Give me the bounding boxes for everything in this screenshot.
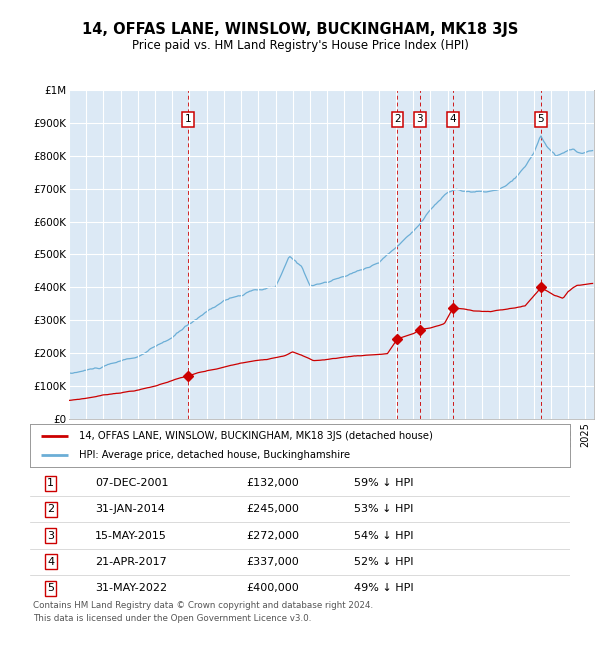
Text: 14, OFFAS LANE, WINSLOW, BUCKINGHAM, MK18 3JS (detached house): 14, OFFAS LANE, WINSLOW, BUCKINGHAM, MK1… <box>79 431 433 441</box>
Text: 1: 1 <box>185 114 191 124</box>
Text: Contains HM Land Registry data © Crown copyright and database right 2024.: Contains HM Land Registry data © Crown c… <box>33 601 373 610</box>
Text: £132,000: £132,000 <box>246 478 299 488</box>
Text: £245,000: £245,000 <box>246 504 299 514</box>
Text: 07-DEC-2001: 07-DEC-2001 <box>95 478 168 488</box>
Text: 3: 3 <box>416 114 423 124</box>
Text: 3: 3 <box>47 530 54 541</box>
Text: 1: 1 <box>47 478 54 488</box>
Text: 49% ↓ HPI: 49% ↓ HPI <box>354 583 413 593</box>
Text: 31-JAN-2014: 31-JAN-2014 <box>95 504 164 514</box>
Text: £337,000: £337,000 <box>246 557 299 567</box>
Text: 31-MAY-2022: 31-MAY-2022 <box>95 583 167 593</box>
Text: HPI: Average price, detached house, Buckinghamshire: HPI: Average price, detached house, Buck… <box>79 450 350 460</box>
Text: 4: 4 <box>449 114 456 124</box>
Text: 14, OFFAS LANE, WINSLOW, BUCKINGHAM, MK18 3JS: 14, OFFAS LANE, WINSLOW, BUCKINGHAM, MK1… <box>82 21 518 37</box>
Text: £272,000: £272,000 <box>246 530 299 541</box>
Text: 52% ↓ HPI: 52% ↓ HPI <box>354 557 413 567</box>
Text: 15-MAY-2015: 15-MAY-2015 <box>95 530 167 541</box>
Text: 2: 2 <box>47 504 54 514</box>
Text: This data is licensed under the Open Government Licence v3.0.: This data is licensed under the Open Gov… <box>33 614 311 623</box>
Text: Price paid vs. HM Land Registry's House Price Index (HPI): Price paid vs. HM Land Registry's House … <box>131 39 469 52</box>
Text: 59% ↓ HPI: 59% ↓ HPI <box>354 478 413 488</box>
Text: 53% ↓ HPI: 53% ↓ HPI <box>354 504 413 514</box>
Text: 4: 4 <box>47 557 54 567</box>
Text: 21-APR-2017: 21-APR-2017 <box>95 557 167 567</box>
Text: 5: 5 <box>47 583 54 593</box>
Text: 54% ↓ HPI: 54% ↓ HPI <box>354 530 413 541</box>
Text: 5: 5 <box>538 114 544 124</box>
Text: £400,000: £400,000 <box>246 583 299 593</box>
Text: 2: 2 <box>394 114 401 124</box>
